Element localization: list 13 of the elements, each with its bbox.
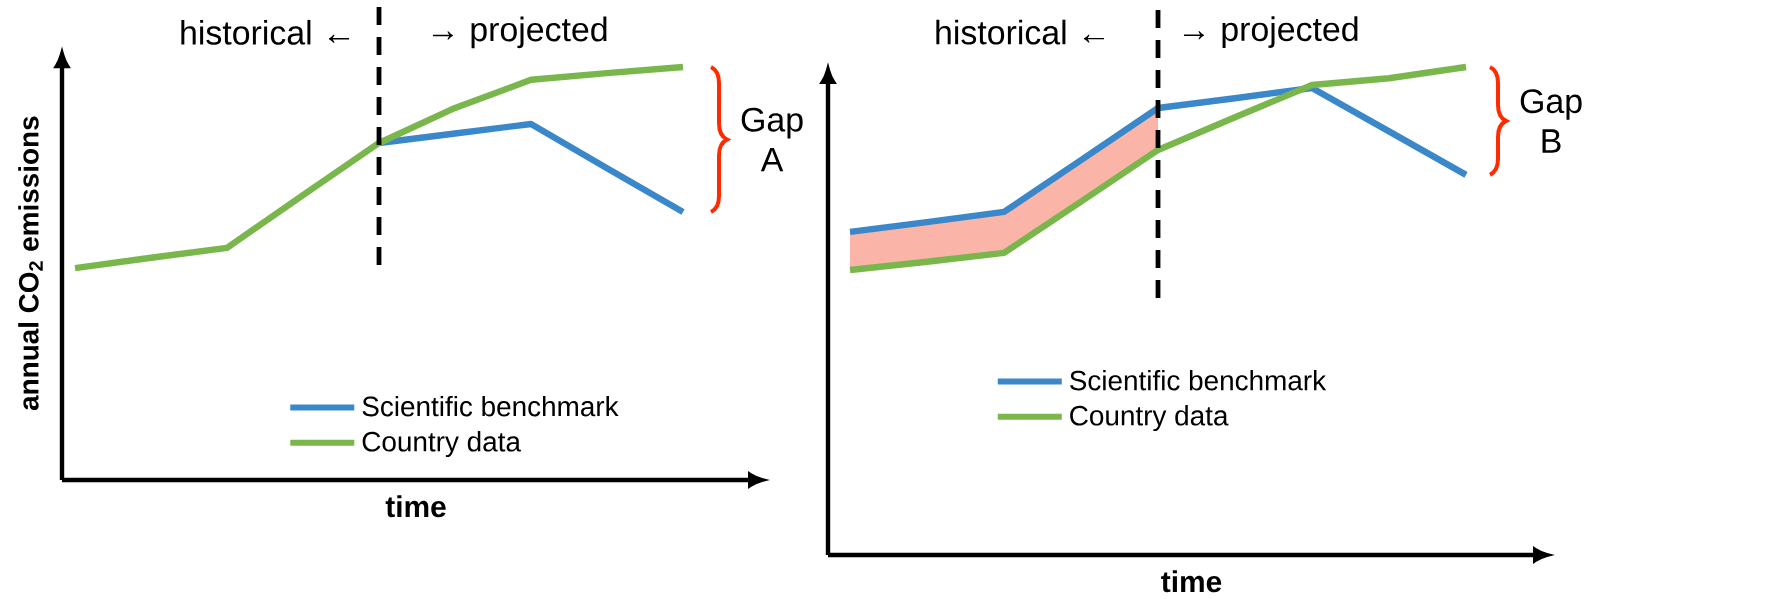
legend-label: Scientific benchmark — [362, 395, 619, 417]
legend-label: Country data — [362, 431, 521, 458]
y-axis-title: annual CO$_{2}$ emissions — [18, 116, 43, 411]
text: → projected — [1183, 16, 1358, 48]
legend-label: Country data — [1070, 405, 1229, 432]
annotation: Gap A — [741, 107, 803, 172]
text: historical ← — [936, 19, 1105, 45]
annotation: Gap B — [1520, 89, 1582, 153]
text: → projected — [432, 16, 607, 49]
legend-label: Scientific benchmark — [1070, 370, 1327, 391]
x-axis-title: time — [385, 495, 446, 518]
text: historical ← — [181, 19, 350, 45]
x-axis-title: time — [1161, 570, 1222, 593]
